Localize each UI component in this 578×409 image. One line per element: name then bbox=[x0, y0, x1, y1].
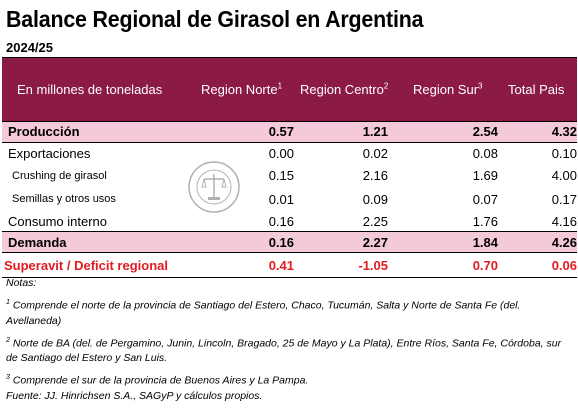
note-3: 3 Comprende el sur de la provincia de Bu… bbox=[6, 374, 309, 387]
table-row-demanda: Demanda 0.16 2.27 1.84 4.26 bbox=[2, 231, 577, 253]
cell-total: 0.10 bbox=[551, 146, 577, 161]
table-row-exportaciones: Exportaciones 0.00 0.02 0.08 0.10 bbox=[2, 143, 577, 165]
cell-norte: 0.15 bbox=[268, 168, 294, 183]
page-title: Balance Regional de Girasol en Argentina bbox=[6, 6, 424, 32]
row-label: Semillas y otros usos bbox=[12, 193, 116, 205]
balance-table: En millones de toneladas Region Norte1 R… bbox=[2, 57, 577, 278]
cell-norte: 0.57 bbox=[268, 124, 294, 139]
cell-norte: 0.01 bbox=[268, 192, 294, 207]
cell-sur: 0.07 bbox=[472, 192, 498, 207]
cell-norte: 0.16 bbox=[268, 235, 294, 250]
bolsa-de-comercio-seal-icon bbox=[187, 160, 241, 214]
cell-sur: 0.08 bbox=[472, 146, 498, 161]
cell-norte: 0.41 bbox=[268, 258, 294, 273]
cell-centro: 2.16 bbox=[362, 168, 388, 183]
cell-total: 0.17 bbox=[551, 192, 577, 207]
cell-norte: 0.00 bbox=[268, 146, 294, 161]
cell-sur: 2.54 bbox=[472, 124, 498, 139]
col-region-sur: Region Sur3 bbox=[413, 81, 483, 97]
cell-total: 4.32 bbox=[551, 124, 577, 139]
season-subtitle: 2024/25 bbox=[6, 40, 53, 55]
cell-total: 4.26 bbox=[551, 235, 577, 250]
cell-centro: -1.05 bbox=[358, 258, 388, 273]
row-label: Crushing de girasol bbox=[12, 170, 107, 182]
table-row-crushing: Crushing de girasol 0.15 2.16 1.69 4.00 bbox=[2, 165, 577, 187]
row-label: Producción bbox=[8, 124, 80, 139]
row-label: Superavit / Deficit regional bbox=[4, 258, 168, 273]
cell-centro: 2.25 bbox=[362, 214, 388, 229]
table-header: En millones de toneladas Region Norte1 R… bbox=[2, 57, 577, 121]
row-label: Demanda bbox=[8, 235, 67, 250]
table-row-superavit: Superavit / Deficit regional 0.41 -1.05 … bbox=[2, 253, 577, 278]
unit-label: En millones de toneladas bbox=[17, 82, 163, 97]
cell-sur: 1.69 bbox=[472, 168, 498, 183]
cell-total: 4.00 bbox=[551, 168, 577, 183]
row-label: Exportaciones bbox=[8, 146, 91, 161]
cell-centro: 0.02 bbox=[362, 146, 388, 161]
table-row-semillas: Semillas y otros usos 0.01 0.09 0.07 0.1… bbox=[2, 187, 577, 209]
notes-section: Notas: 1 Comprende el norte de la provin… bbox=[6, 276, 566, 404]
notes-heading: Notas: bbox=[6, 277, 37, 289]
col-total-pais: Total Pais bbox=[508, 82, 565, 97]
cell-sur: 1.84 bbox=[472, 235, 498, 250]
table-row-consumo: Consumo interno 0.16 2.25 1.76 4.16 bbox=[2, 209, 577, 231]
note-1: 1 Comprende el norte de la provincia de … bbox=[6, 299, 521, 327]
col-region-centro: Region Centro2 bbox=[300, 81, 389, 97]
cell-sur: 0.70 bbox=[472, 258, 498, 273]
cell-total: 0.06 bbox=[551, 258, 577, 273]
cell-centro: 2.27 bbox=[362, 235, 388, 250]
cell-centro: 1.21 bbox=[362, 124, 388, 139]
row-label: Consumo interno bbox=[8, 214, 107, 229]
table-row-produccion: Producción 0.57 1.21 2.54 4.32 bbox=[2, 121, 577, 143]
cell-norte: 0.16 bbox=[268, 214, 294, 229]
cell-total: 4.16 bbox=[551, 214, 577, 229]
col-region-norte: Region Norte1 bbox=[201, 81, 283, 97]
cell-centro: 0.09 bbox=[362, 192, 388, 207]
note-2: 2 Norte de BA (del. de Pergamino, Junin,… bbox=[6, 336, 562, 365]
cell-sur: 1.76 bbox=[472, 214, 498, 229]
source-note: Fuente: JJ. Hinrichsen S.A., SAGyP y cál… bbox=[6, 389, 263, 402]
